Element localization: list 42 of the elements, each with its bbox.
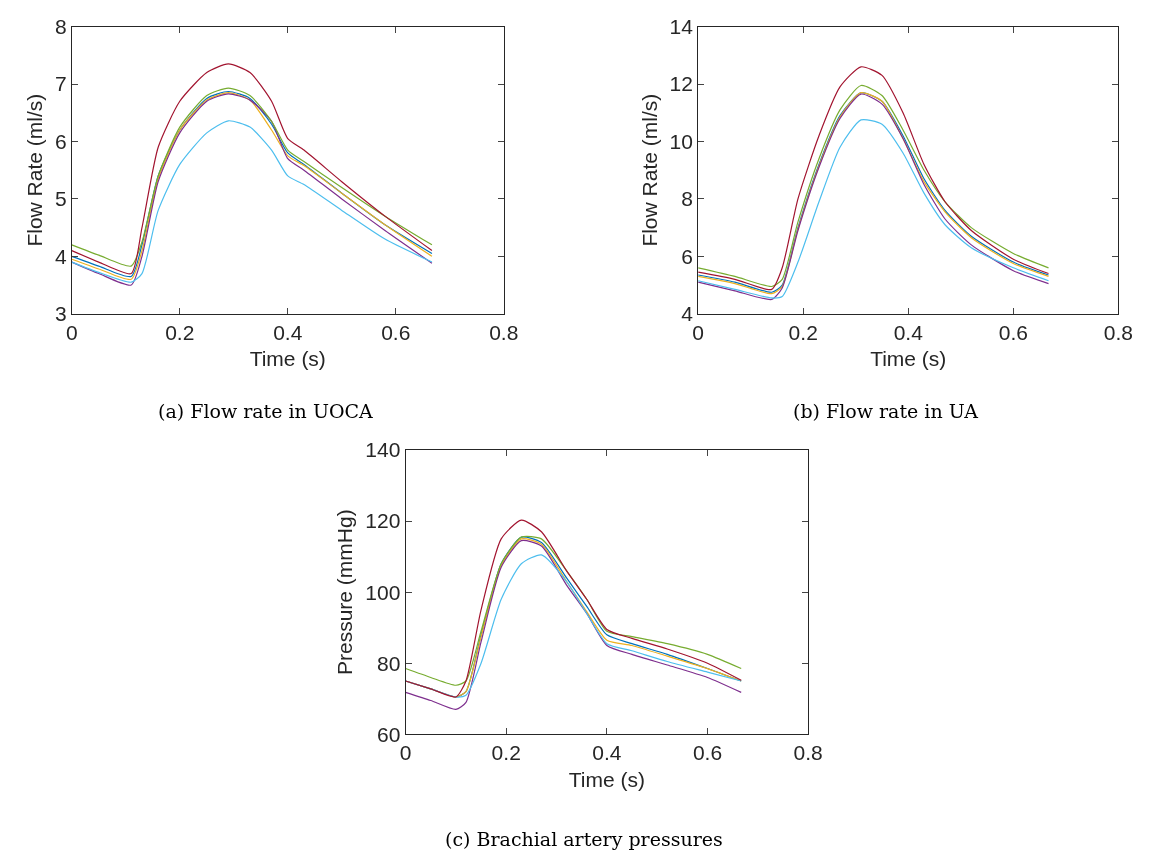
- x-tick-label: 0.2: [788, 320, 818, 344]
- x-axis-title: Time (s): [249, 347, 326, 371]
- y-tick-label: 8: [54, 14, 67, 38]
- y-tick-label: 14: [669, 14, 694, 38]
- x-tick-label: 0.8: [1103, 320, 1133, 344]
- x-tick-label: 0.6: [998, 320, 1028, 344]
- y-tick-label: 140: [365, 438, 401, 462]
- y-tick-label: 12: [669, 72, 693, 96]
- x-axis-title: Time (s): [568, 767, 645, 791]
- x-tick-label: 0.6: [692, 741, 723, 765]
- x-tick-label: 0.2: [165, 320, 195, 344]
- y-tick-label: 3: [54, 302, 67, 326]
- text: (a) Flow rate in UOCA: [158, 400, 373, 422]
- x-tick-label: 0.2: [491, 741, 521, 765]
- y-tick-label: 5: [54, 187, 67, 211]
- y-tick-label: 80: [377, 651, 401, 675]
- x-tick-label: 0: [399, 741, 412, 765]
- y-tick-label: 6: [54, 129, 67, 153]
- x-tick-label: 0.8: [489, 320, 519, 344]
- y-tick-label: 4: [54, 244, 67, 268]
- y-tick-label: 10: [669, 129, 693, 153]
- x-tick-label: 0: [692, 320, 704, 344]
- y-tick-label: 7: [54, 72, 67, 96]
- line-series: [71, 120, 433, 283]
- y-axis-title: Pressure (mmHg): [333, 509, 357, 676]
- x-tick-label: 0.4: [273, 320, 303, 344]
- x-tick-label: 0.8: [793, 741, 823, 765]
- text: (c) Brachial artery pressures: [445, 828, 723, 850]
- y-axis-title: Flow Rate (ml/s): [23, 93, 47, 247]
- text: (b) Flow rate in UA: [793, 400, 979, 422]
- y-tick-label: 100: [365, 580, 401, 604]
- x-tick-label: 0.4: [893, 320, 924, 344]
- y-tick-label: 8: [681, 187, 693, 211]
- x-axis-title: Time (s): [870, 347, 947, 371]
- y-tick-label: 60: [377, 722, 401, 746]
- y-tick-label: 120: [365, 509, 401, 533]
- x-tick-label: 0.4: [592, 741, 622, 765]
- y-axis-title: Flow Rate (ml/s): [637, 93, 661, 247]
- y-tick-label: 6: [681, 244, 693, 268]
- y-tick-label: 4: [681, 302, 694, 326]
- x-tick-label: 0.6: [381, 320, 411, 344]
- x-tick-label: 0: [65, 320, 78, 344]
